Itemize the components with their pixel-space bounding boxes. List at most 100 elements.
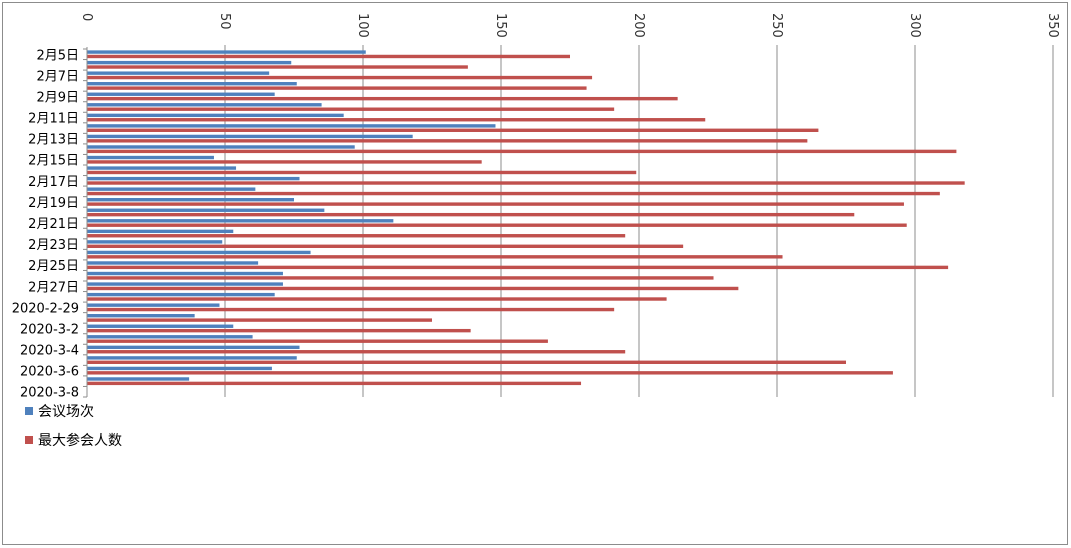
bar-participants: [87, 212, 855, 217]
y-tick-label: 2月13日: [28, 133, 79, 148]
y-tick-label: 2月27日: [28, 280, 79, 295]
bar-participants: [87, 75, 593, 80]
bar-participants: [87, 328, 471, 333]
bar-participants: [87, 107, 615, 111]
bar-participants: [87, 96, 678, 101]
x-tick-label: 100: [355, 13, 370, 38]
x-tick-label: 0: [79, 13, 94, 21]
bar-meetings: [87, 187, 256, 191]
bar-participants: [87, 297, 667, 301]
y-tick-label: 2月7日: [36, 69, 79, 84]
x-tick-label: 300: [907, 13, 922, 38]
legend-label: 最大参会人数: [38, 432, 122, 449]
y-tick-label: 2020-2-29: [12, 301, 79, 316]
bar-participants: [87, 339, 548, 343]
legend-swatch: [25, 407, 33, 415]
y-tick-label: 2020-3-6: [20, 365, 79, 380]
bar-meetings: [87, 103, 322, 107]
y-tick-label: 2月9日: [36, 90, 79, 105]
bar-participants: [87, 128, 819, 132]
x-tick-label: 350: [1045, 13, 1060, 38]
bar-participants: [87, 202, 904, 206]
y-tick-label: 2月23日: [28, 238, 79, 253]
bar-meetings: [87, 240, 223, 244]
x-tick-label: 50: [217, 13, 232, 30]
bar-meetings: [87, 345, 300, 350]
y-tick-label: 2月15日: [28, 154, 79, 169]
bars: [87, 50, 965, 386]
legend-label: 会议场次: [38, 404, 94, 420]
y-tick-label: 2020-3-8: [20, 386, 79, 401]
bar-meetings: [87, 229, 234, 234]
bar-participants: [87, 381, 582, 386]
bar-meetings: [87, 176, 300, 181]
bar-participants: [87, 244, 684, 248]
bar-meetings: [87, 166, 237, 170]
bar-participants: [87, 65, 468, 69]
bar-participants: [87, 191, 940, 196]
bar-participants: [87, 307, 615, 312]
y-tick-label: 2月25日: [28, 259, 79, 274]
bar-participants: [87, 170, 637, 175]
bar-chart: 0 50 100 150 200 250 300 350 2月5日2月7日2月9日2月11日2…: [12, 13, 1060, 449]
bar-meetings: [87, 250, 311, 255]
y-tick-label: 2020-3-2: [20, 322, 79, 337]
axes: [83, 47, 88, 398]
bar-meetings: [87, 113, 344, 118]
bar-meetings: [87, 335, 253, 339]
bar-meetings: [87, 261, 259, 265]
bar-meetings: [87, 271, 283, 276]
bar-participants: [87, 54, 570, 59]
bar-meetings: [87, 366, 272, 371]
bar-participants: [87, 234, 626, 238]
bar-participants: [87, 255, 783, 259]
bar-participants: [87, 350, 626, 354]
bar-participants: [87, 360, 846, 364]
bar-participants: [87, 265, 949, 270]
y-tick-label: 2月19日: [28, 196, 79, 211]
x-tick-label: 250: [769, 13, 784, 38]
y-tick-label: 2月5日: [36, 48, 79, 63]
bar-meetings: [87, 324, 234, 328]
bar-participants: [87, 181, 965, 185]
bar-participants: [87, 276, 714, 280]
legend-swatch: [25, 436, 33, 444]
y-tick-label: 2020-3-4: [20, 344, 79, 359]
bar-participants: [87, 118, 706, 122]
bar-meetings: [87, 124, 496, 128]
x-tick-label: 150: [493, 13, 508, 38]
y-tick-labels: 2月5日 2月7日 2月9日 2月11日 2月13日 2月15日 2月17日 2月19日 2月2…: [12, 48, 79, 400]
bar-meetings: [87, 60, 292, 65]
bar-meetings: [87, 50, 366, 54]
bar-participants: [87, 86, 587, 90]
bar-meetings: [87, 303, 220, 307]
x-tick-labels: 0 50 100 150 200 250 300 350: [79, 13, 1060, 38]
bar-meetings: [87, 82, 297, 86]
bar-participants: [87, 286, 739, 291]
bar-meetings: [87, 134, 413, 139]
bar-meetings: [87, 208, 325, 212]
bar-meetings: [87, 145, 355, 149]
bar-participants: [87, 160, 482, 164]
bar-meetings: [87, 155, 214, 160]
bar-meetings: [87, 198, 294, 202]
y-tick-label: 2月21日: [28, 217, 79, 232]
bar-meetings: [87, 356, 297, 360]
bar-participants: [87, 371, 893, 375]
bar-meetings: [87, 282, 283, 286]
bar-participants: [87, 139, 808, 143]
bar-meetings: [87, 314, 195, 318]
gridlines: [224, 45, 1054, 397]
bar-meetings: [87, 71, 270, 75]
bar-participants: [87, 149, 957, 154]
bar-meetings: [87, 92, 275, 96]
y-tick-label: 2月11日: [28, 112, 79, 127]
x-tick-label: 200: [631, 13, 646, 38]
bar-participants: [87, 223, 907, 227]
bar-participants: [87, 318, 432, 322]
y-tick-label: 2月17日: [28, 175, 79, 190]
bar-meetings: [87, 377, 190, 381]
bar-meetings: [87, 292, 275, 297]
